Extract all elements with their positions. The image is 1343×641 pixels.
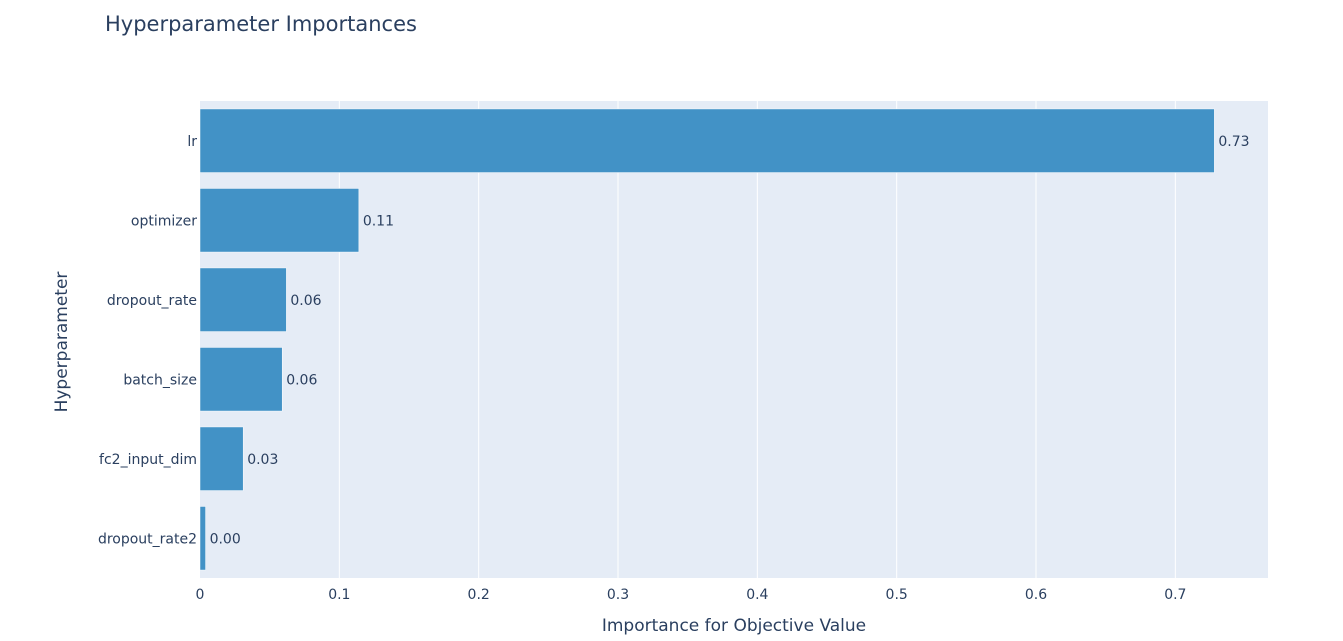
y-tick-labels: lr optimizer dropout_rate batch_size fc2_inp… <box>98 134 197 548</box>
y-tick-label: fc2_input_dim <box>99 452 197 468</box>
x-axis-title: Importance for Objective Value <box>601 616 867 636</box>
y-tick-label: dropout_rate <box>107 293 197 309</box>
x-tick-label: 0.5 <box>886 587 908 603</box>
plot-background <box>200 101 1268 578</box>
x-tick-label: 0 <box>196 587 205 603</box>
y-tick-label: batch_size <box>123 372 197 388</box>
x-tick-label: 0.2 <box>468 587 490 603</box>
x-tick-labels: 0 0.1 0.2 0.3 0.4 0.5 0.6 0.7 <box>196 587 1187 603</box>
x-tick-label: 0.7 <box>1164 587 1186 603</box>
data-label: 0.11 <box>363 213 394 229</box>
data-label: 0.73 <box>1218 134 1249 150</box>
y-tick-label: lr <box>187 134 197 150</box>
gridlines <box>338 101 1176 578</box>
y-tick-label: dropout_rate2 <box>98 531 197 547</box>
bars <box>199 108 1215 571</box>
x-tick-label: 0.3 <box>607 587 629 603</box>
bar-dropout_rate2 <box>199 506 206 571</box>
data-label: 0.00 <box>210 531 241 547</box>
y-axis-title: Hyperparameter <box>52 271 72 413</box>
bar-dropout_rate <box>199 267 287 332</box>
data-label: 0.06 <box>290 293 321 309</box>
data-label: 0.03 <box>247 452 278 468</box>
x-tick-label: 0.4 <box>746 587 768 603</box>
bar-optimizer <box>199 188 360 253</box>
data-labels: 0.73 0.11 0.06 0.06 0.03 0.00 <box>210 134 1250 548</box>
x-tick-label: 0.1 <box>328 587 350 603</box>
chart-title: Hyperparameter Importances <box>105 12 417 36</box>
bar-lr <box>199 108 1215 173</box>
y-tick-label: optimizer <box>131 213 197 229</box>
bar-fc2_input_dim <box>199 426 244 491</box>
data-label: 0.06 <box>286 372 317 388</box>
bar-batch_size <box>199 347 283 412</box>
x-tick-label: 0.6 <box>1025 587 1047 603</box>
